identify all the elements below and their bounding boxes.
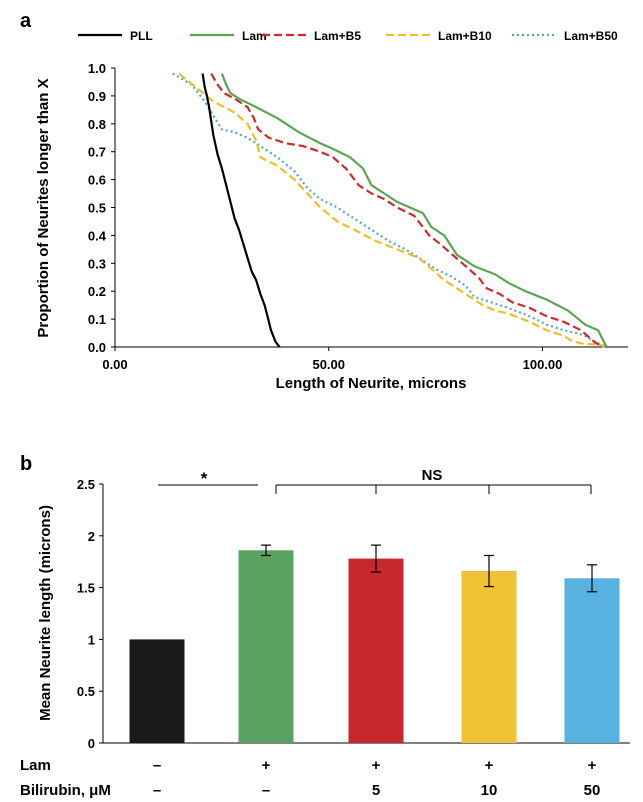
series-line-lam-b5 <box>210 73 603 348</box>
panel-a-y-tick-label: 0.7 <box>88 145 106 160</box>
panel-a-legend: PLL Lam Lam+B5 Lam+B10 Lam+B50 <box>78 29 618 43</box>
panel-b-y-tick-label: 0.5 <box>77 684 95 699</box>
panel-b-condition-rows: – + + + + – – 5 10 50 <box>153 757 601 799</box>
panel-b-y-tick-label: 1 <box>88 632 95 647</box>
panel-b-y-tick-label: 2 <box>88 529 95 544</box>
error-bar <box>484 554 494 588</box>
panel-a-y-ticks: 0.0 0.1 0.2 0.3 0.4 0.5 0.6 0.7 0.8 0.9 1.0 <box>88 61 115 355</box>
condition-cell: – <box>153 782 161 799</box>
panel-label-a: a <box>20 10 32 32</box>
condition-cell: + <box>485 757 494 774</box>
error-bar <box>371 544 381 573</box>
series-line-lam <box>220 73 608 348</box>
condition-cell: – <box>262 782 270 799</box>
legend-label: Lam <box>242 29 267 43</box>
condition-cell: 50 <box>584 782 601 799</box>
bar-lam <box>238 550 294 743</box>
condition-cell: – <box>153 757 161 774</box>
panel-a-x-tick-label: 100.00 <box>523 357 563 372</box>
panel-a-x-ticks: 0.00 50.00 100.00 <box>102 347 562 372</box>
condition-cell: 10 <box>481 782 498 799</box>
bar-lam-b50 <box>564 578 620 743</box>
panel-b-y-tick-label: 0 <box>88 736 95 751</box>
legend-label: Lam+B50 <box>564 29 618 43</box>
significance-bracket-star: * <box>158 469 258 488</box>
condition-cell: + <box>262 757 271 774</box>
panel-a-y-tick-label: 0.6 <box>88 173 106 188</box>
panel-b-y-axis-label: Mean Neurite length (microns) <box>37 505 54 721</box>
series-line-lam-b50 <box>172 72 608 349</box>
panel-b-y-tick-label: 1.5 <box>77 581 95 596</box>
panel-a-y-tick-label: 0.9 <box>88 89 106 104</box>
condition-cell: + <box>588 757 597 774</box>
bar-lam-b10 <box>461 571 517 743</box>
panel-a-y-axis-label: Proportion of Neurites longer than X <box>35 78 52 337</box>
panel-a-x-tick-label: 50.00 <box>312 357 345 372</box>
bar-pll <box>129 639 185 743</box>
panel-label-b: b <box>20 453 32 475</box>
bar-lam-b5 <box>348 558 404 743</box>
panel-a-x-axis-label: Length of Neurite, microns <box>276 375 467 392</box>
panel-b-y-tick-label: 2.5 <box>77 477 95 492</box>
legend-label: PLL <box>130 29 153 43</box>
panel-b-y-ticks: 0 0.5 1 1.5 2 2.5 <box>77 477 103 751</box>
condition-cell: + <box>372 757 381 774</box>
panel-a-y-tick-label: 0.5 <box>88 201 106 216</box>
series-line-pll <box>201 73 281 348</box>
panel-a-y-tick-label: 0.8 <box>88 117 106 132</box>
significance-star: * <box>201 469 208 488</box>
panel-a-y-tick-label: 0.0 <box>88 340 106 355</box>
error-bar <box>261 544 271 557</box>
significance-ns: NS <box>422 467 443 484</box>
panel-b-plot: 0 0.5 1 1.5 2 2.5 <box>77 477 630 751</box>
panel-a-y-tick-label: 1.0 <box>88 61 106 76</box>
legend-label: Lam+B10 <box>438 29 492 43</box>
panel-a-y-tick-label: 0.3 <box>88 256 106 271</box>
panel-a-y-tick-label: 0.4 <box>88 228 107 243</box>
panel-a-plot: 0.0 0.1 0.2 0.3 0.4 0.5 0.6 0.7 0.8 0.9 1.0 0.00 50… <box>88 61 628 372</box>
row-label-bilirubin: Bilirubin, μM <box>20 782 111 799</box>
panel-b-bars <box>129 550 620 743</box>
legend-label: Lam+B5 <box>314 29 361 43</box>
series-line-lam-b10 <box>178 72 605 349</box>
panel-a-x-tick-label: 0.00 <box>102 357 127 372</box>
row-label-lam: Lam <box>20 757 51 774</box>
panel-b-error-bars <box>261 544 597 593</box>
panel-a-y-tick-label: 0.1 <box>88 312 106 327</box>
significance-bracket-ns: NS <box>275 467 592 494</box>
error-bar <box>587 564 597 593</box>
panel-a-series <box>172 72 608 349</box>
condition-cell: 5 <box>372 782 380 799</box>
panel-a-y-tick-label: 0.2 <box>88 284 106 299</box>
